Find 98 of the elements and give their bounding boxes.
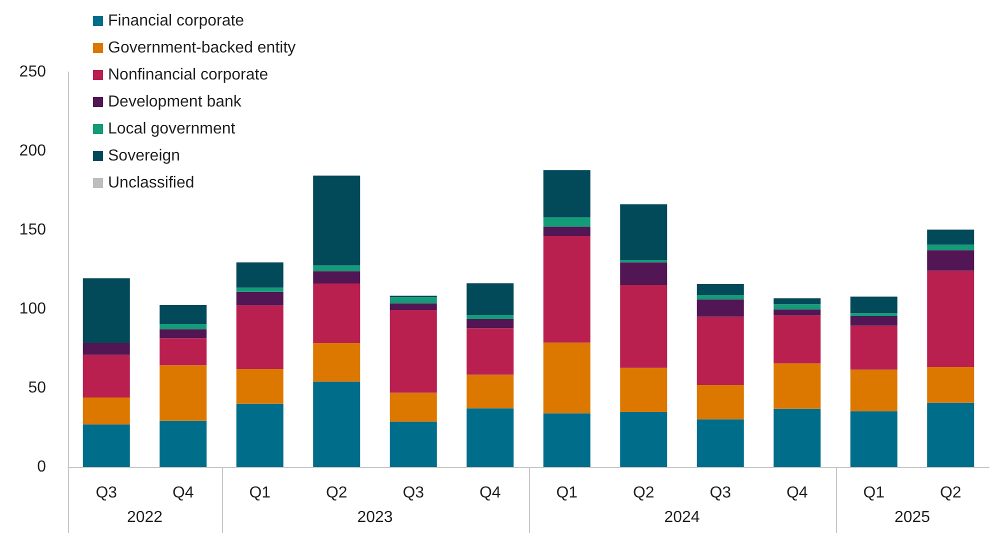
- x-tick-label: Q2: [632, 484, 654, 502]
- bar: [466, 374, 514, 408]
- bar: [313, 382, 360, 467]
- bar: [927, 270, 974, 367]
- bar: [543, 236, 590, 343]
- bar: [160, 324, 207, 330]
- bar: [236, 292, 284, 306]
- bar: [850, 316, 898, 326]
- bar: [620, 412, 668, 467]
- bar: [774, 363, 821, 409]
- bar: [160, 338, 207, 366]
- bar: [620, 262, 668, 285]
- bar: [466, 328, 514, 375]
- bar: [927, 250, 974, 271]
- text: 2022: [126, 509, 163, 527]
- x-tick-label: Q3: [96, 484, 118, 502]
- bar: [620, 284, 668, 368]
- bar: [390, 303, 437, 310]
- bar: [543, 226, 590, 236]
- bar: [850, 370, 898, 412]
- bar: [466, 315, 514, 319]
- bar: [696, 299, 744, 317]
- bar: [543, 342, 590, 414]
- bar: [466, 318, 514, 328]
- bar: [927, 402, 974, 467]
- legend-label: Government-backed entity: [108, 40, 296, 56]
- bar: [696, 294, 744, 300]
- legend-label: Financial corporate: [108, 12, 244, 30]
- bar: [774, 304, 821, 310]
- bar: [236, 262, 284, 288]
- bar: [390, 310, 437, 393]
- legend-label: Unclassified: [108, 174, 194, 192]
- bar: [390, 297, 437, 304]
- bar: [774, 315, 821, 364]
- bar: [543, 413, 590, 467]
- x-tick-label: Q4: [172, 484, 194, 502]
- x-tick-label: Q1: [863, 484, 885, 502]
- bar: [620, 368, 668, 412]
- x-tick-label: Q3: [710, 484, 732, 502]
- x-tick-label: Q1: [556, 484, 578, 502]
- bar: [236, 305, 284, 370]
- bar: [696, 284, 744, 295]
- bar: [160, 305, 207, 324]
- y-tick-label: 250: [19, 64, 46, 80]
- bar: [313, 271, 360, 284]
- bar: [390, 422, 437, 467]
- bar: [236, 288, 284, 292]
- bar: [620, 204, 668, 260]
- bar: [774, 298, 821, 304]
- bar: [543, 170, 590, 218]
- bar: [390, 392, 437, 422]
- x-tick-label: Q3: [402, 484, 424, 502]
- bar: [774, 408, 821, 467]
- bar: [850, 313, 898, 316]
- bar: [236, 369, 284, 404]
- bar: [543, 217, 590, 227]
- legend-label: Nonfinancial corporate: [108, 66, 268, 84]
- x-tick-label: Q4: [479, 484, 501, 502]
- bar: [313, 176, 360, 266]
- bar: [927, 230, 974, 245]
- bar: [82, 342, 130, 355]
- bar: [696, 385, 744, 420]
- legend-label: Sovereign: [108, 148, 180, 164]
- bar: [850, 411, 898, 467]
- bar: [313, 342, 360, 382]
- y-tick-label: 50: [28, 380, 46, 396]
- bar: [696, 316, 744, 385]
- bar: [927, 244, 974, 250]
- legend-label: Development bank: [108, 94, 242, 110]
- bar: [236, 404, 284, 467]
- bar: [850, 296, 898, 314]
- y-tick-label: 200: [19, 142, 46, 160]
- bar: [850, 326, 898, 370]
- bar: [313, 265, 360, 272]
- y-tick-label: 100: [19, 300, 46, 318]
- bar: [774, 309, 821, 316]
- y-tick-label: 0: [37, 458, 46, 476]
- bar: [696, 419, 744, 467]
- bar: [82, 354, 130, 398]
- bar: [160, 420, 207, 467]
- text: 2025: [894, 509, 930, 527]
- bar: [82, 278, 130, 343]
- x-tick-label: Q4: [786, 484, 808, 502]
- x-tick-label: Q2: [326, 484, 348, 502]
- y-tick-label: 150: [19, 222, 46, 238]
- text: 2024: [664, 509, 700, 527]
- x-tick-label: Q1: [249, 484, 271, 502]
- text: 2023: [357, 509, 393, 527]
- bar: [466, 408, 514, 467]
- bar: [466, 283, 514, 316]
- legend-label: Local government: [108, 120, 236, 138]
- x-tick-label: Q2: [940, 484, 962, 502]
- bar: [313, 284, 360, 343]
- bar: [927, 366, 974, 403]
- bar: [82, 397, 130, 424]
- bar: [82, 424, 130, 467]
- bar: [160, 329, 207, 338]
- bar: [160, 365, 207, 421]
